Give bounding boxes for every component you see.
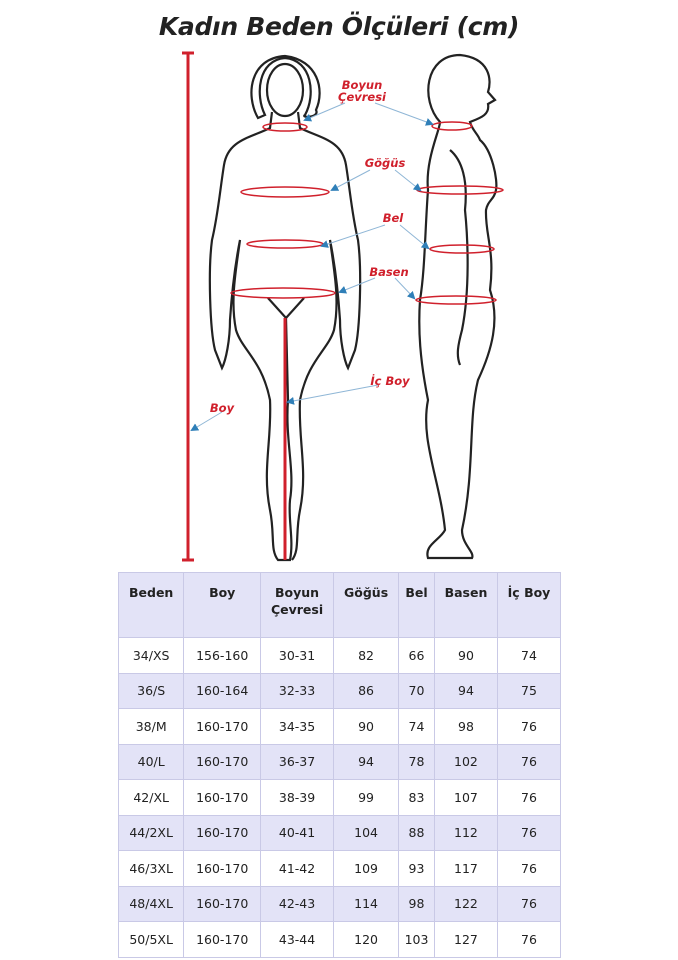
table-cell: 112 — [433, 814, 499, 851]
table-cell: 103 — [398, 921, 435, 958]
table-cell: 160-170 — [183, 743, 262, 780]
table-cell: 104 — [333, 814, 400, 851]
table-cell: 109 — [333, 850, 400, 887]
table-cell: 34/XS — [117, 637, 185, 674]
table-row: 38/M 160-170 34-35 90 74 98 76 — [117, 708, 561, 745]
table-row: 46/3XL 160-170 41-42 109 93 117 76 — [117, 850, 561, 887]
table-cell: 75 — [497, 672, 561, 709]
table-cell: 70 — [398, 672, 435, 709]
label-hip: Basen — [369, 265, 408, 279]
table-cell: 48/4XL — [117, 885, 185, 922]
label-chest: Göğüs — [365, 156, 406, 170]
label-height: Boy — [210, 401, 235, 415]
table-cell: 117 — [433, 850, 499, 887]
size-table: Beden Boy Boyun Çevresi Göğüs Bel Basen İ… — [117, 572, 561, 958]
label-waist: Bel — [383, 211, 405, 225]
table-cell: 36/S — [117, 672, 185, 709]
table-row: 44/2XL 160-170 40-41 104 88 112 76 — [117, 814, 561, 851]
table-cell: 32-33 — [260, 672, 335, 709]
label-inseam: İç Boy — [370, 373, 410, 388]
table-cell: 30-31 — [260, 637, 335, 674]
table-cell: 160-170 — [183, 850, 262, 887]
table-cell: 76 — [497, 921, 561, 958]
table-cell: 74 — [398, 708, 435, 745]
table-cell: 156-160 — [183, 637, 262, 674]
col-header: Bel — [398, 572, 435, 638]
table-cell: 38/M — [117, 708, 185, 745]
front-figure — [208, 54, 362, 562]
measurement-labels: Boyun Çevresi Göğüs Bel Basen İç Boy Boy — [210, 78, 410, 415]
table-cell: 160-164 — [183, 672, 262, 709]
table-cell: 122 — [433, 885, 499, 922]
table-cell: 43-44 — [260, 921, 335, 958]
table-cell: 40/L — [117, 743, 185, 780]
table-cell: 38-39 — [260, 779, 335, 816]
table-cell: 82 — [333, 637, 400, 674]
table-cell: 99 — [333, 779, 400, 816]
table-cell: 83 — [398, 779, 435, 816]
page-title: Kadın Beden Ölçüleri (cm) — [158, 12, 520, 41]
col-header: Boy — [183, 572, 262, 638]
table-row: 42/XL 160-170 38-39 99 83 107 76 — [117, 779, 561, 816]
table-cell: 76 — [497, 814, 561, 851]
table-cell: 93 — [398, 850, 435, 887]
table-cell: 76 — [497, 779, 561, 816]
table-cell: 41-42 — [260, 850, 335, 887]
col-header: Boyun Çevresi — [260, 572, 335, 638]
table-cell: 90 — [433, 637, 499, 674]
table-cell: 46/3XL — [117, 850, 185, 887]
table-row: 34/XS 156-160 30-31 82 66 90 74 — [117, 637, 561, 674]
table-cell: 76 — [497, 708, 561, 745]
table-row: 40/L 160-170 36-37 94 78 102 76 — [117, 743, 561, 780]
col-header: İç Boy — [497, 572, 561, 638]
table-cell: 98 — [398, 885, 435, 922]
table-cell: 160-170 — [183, 921, 262, 958]
table-cell: 44/2XL — [117, 814, 185, 851]
table-cell: 114 — [333, 885, 400, 922]
table-cell: 78 — [398, 743, 435, 780]
table-cell: 160-170 — [183, 708, 262, 745]
table-cell: 98 — [433, 708, 499, 745]
label-neck: Boyun — [342, 78, 383, 92]
table-cell: 42/XL — [117, 779, 185, 816]
table-cell: 160-170 — [183, 779, 262, 816]
height-bar — [182, 51, 194, 562]
measurement-rings — [230, 121, 504, 560]
table-cell: 34-35 — [260, 708, 335, 745]
table-cell: 76 — [497, 850, 561, 887]
table-row: 50/5XL 160-170 43-44 120 103 127 76 — [117, 921, 561, 958]
table-row: 48/4XL 160-170 42-43 114 98 122 76 — [117, 885, 561, 922]
col-header: Basen — [433, 572, 499, 638]
col-header: Beden — [117, 572, 185, 638]
table-cell: 120 — [333, 921, 400, 958]
table-cell: 90 — [333, 708, 400, 745]
table-cell: 50/5XL — [117, 921, 185, 958]
table-cell: 86 — [333, 672, 400, 709]
label-neck-2: Çevresi — [338, 90, 387, 104]
body-measurement-illustration: Boyun Çevresi Göğüs Bel Basen İç Boy Boy — [182, 51, 504, 562]
table-cell: 94 — [333, 743, 400, 780]
table-cell: 127 — [433, 921, 499, 958]
table-cell: 42-43 — [260, 885, 335, 922]
table-cell: 107 — [433, 779, 499, 816]
table-cell: 76 — [497, 743, 561, 780]
col-header: Göğüs — [333, 572, 400, 638]
table-cell: 160-170 — [183, 814, 262, 851]
table-cell: 94 — [433, 672, 499, 709]
side-figure — [418, 53, 498, 560]
table-cell: 102 — [433, 743, 499, 780]
table-cell: 40-41 — [260, 814, 335, 851]
table-cell: 66 — [398, 637, 435, 674]
pointer-lines — [190, 102, 434, 432]
table-header: Beden Boy Boyun Çevresi Göğüs Bel Basen İ… — [117, 572, 561, 638]
table-cell: 88 — [398, 814, 435, 851]
table-row: 36/S 160-164 32-33 86 70 94 75 — [117, 672, 561, 709]
table-cell: 36-37 — [260, 743, 335, 780]
table-cell: 160-170 — [183, 885, 262, 922]
table-cell: 76 — [497, 885, 561, 922]
table-cell: 74 — [497, 637, 561, 674]
